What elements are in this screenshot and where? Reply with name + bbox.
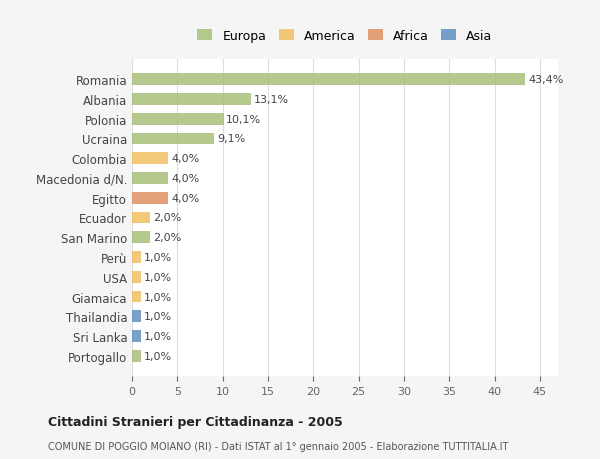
Legend: Europa, America, Africa, Asia: Europa, America, Africa, Asia (193, 25, 497, 48)
Text: 1,0%: 1,0% (144, 252, 172, 263)
Bar (132, 212, 150, 224)
Text: 9,1%: 9,1% (217, 134, 245, 144)
Text: 1,0%: 1,0% (144, 312, 172, 322)
Text: COMUNE DI POGGIO MOIANO (RI) - Dati ISTAT al 1° gennaio 2005 - Elaborazione TUTT: COMUNE DI POGGIO MOIANO (RI) - Dati ISTA… (48, 441, 508, 451)
Bar (132, 232, 150, 244)
Text: 1,0%: 1,0% (144, 272, 172, 282)
Text: 1,0%: 1,0% (144, 331, 172, 341)
Bar (132, 173, 168, 185)
Bar (132, 94, 251, 106)
Bar (132, 133, 214, 145)
Bar (132, 350, 141, 362)
Bar (132, 153, 168, 165)
Text: 10,1%: 10,1% (226, 114, 262, 124)
Text: 1,0%: 1,0% (144, 292, 172, 302)
Text: 13,1%: 13,1% (253, 95, 289, 105)
Text: 4,0%: 4,0% (171, 174, 199, 184)
Text: Cittadini Stranieri per Cittadinanza - 2005: Cittadini Stranieri per Cittadinanza - 2… (48, 415, 343, 428)
Bar (132, 330, 141, 342)
Text: 1,0%: 1,0% (144, 351, 172, 361)
Bar (132, 113, 224, 125)
Bar (132, 74, 526, 86)
Text: 2,0%: 2,0% (153, 213, 181, 223)
Text: 43,4%: 43,4% (528, 75, 563, 85)
Bar (132, 252, 141, 263)
Text: 4,0%: 4,0% (171, 193, 199, 203)
Bar (132, 311, 141, 323)
Text: 4,0%: 4,0% (171, 154, 199, 164)
Bar (132, 192, 168, 204)
Text: 2,0%: 2,0% (153, 233, 181, 243)
Bar (132, 291, 141, 303)
Bar (132, 271, 141, 283)
